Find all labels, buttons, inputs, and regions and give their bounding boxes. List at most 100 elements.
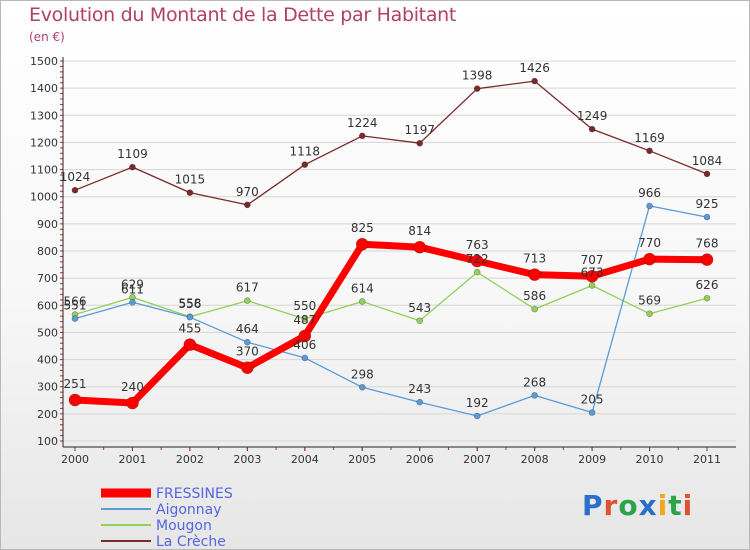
- series-line-la-cr-che: [74, 80, 708, 206]
- y-tick-label: 1100: [30, 164, 58, 177]
- data-label-la-cr-che: 1084: [692, 154, 723, 168]
- data-point-fressines: [585, 269, 599, 283]
- data-label-fressines: 455: [178, 322, 201, 336]
- y-tick-label: 1500: [30, 55, 58, 68]
- data-point-la-cr-che: [703, 170, 711, 178]
- y-tick-label: 400: [37, 354, 58, 367]
- x-tick-label: 2002: [176, 453, 204, 466]
- x-tick-label: 2000: [61, 453, 89, 466]
- legend-label-fressines: FRESSINES: [156, 486, 233, 502]
- data-point-aigonnay: [358, 383, 366, 391]
- legend-label-aigonnay: Aigonnay: [156, 502, 222, 518]
- data-label-aigonnay: 464: [236, 322, 259, 336]
- data-label-aigonnay: 611: [121, 282, 144, 296]
- data-label-la-cr-che: 1169: [634, 131, 665, 145]
- data-point-fressines: [68, 393, 82, 407]
- data-label-fressines: 707: [581, 253, 604, 267]
- x-tick-label: 2006: [406, 453, 434, 466]
- data-point-aigonnay: [186, 313, 194, 321]
- data-label-mougon: 558: [178, 297, 201, 311]
- chart-unit: (en €): [29, 30, 65, 44]
- data-label-la-cr-che: 1109: [117, 147, 148, 161]
- data-point-mougon: [473, 268, 481, 276]
- data-point-mougon: [301, 315, 309, 323]
- y-tick-label: 1400: [30, 82, 58, 95]
- data-label-la-cr-che: 1118: [290, 145, 321, 159]
- x-tick-label: 2009: [578, 453, 606, 466]
- y-tick-label: 900: [37, 218, 58, 231]
- data-point-fressines: [298, 329, 312, 343]
- data-point-fressines: [528, 268, 541, 281]
- brand-letter: i: [682, 489, 694, 522]
- y-tick-label: 200: [37, 408, 58, 421]
- brand-logo: Proxiti: [582, 489, 693, 522]
- data-point-mougon: [358, 298, 366, 305]
- y-tick-label: 600: [37, 299, 58, 312]
- y-tick-label: 1000: [30, 191, 58, 204]
- series-line-aigonnay: [74, 205, 708, 417]
- data-point-la-cr-che: [71, 186, 79, 194]
- data-label-aigonnay: 925: [696, 197, 719, 211]
- data-label-aigonnay: 192: [466, 396, 489, 410]
- x-tick-label: 2011: [693, 453, 721, 466]
- x-tick-label: 2010: [636, 453, 664, 466]
- data-point-fressines: [700, 253, 714, 266]
- data-label-la-cr-che: 1224: [347, 116, 378, 130]
- data-label-aigonnay: 406: [293, 338, 316, 352]
- data-label-mougon: 550: [293, 299, 316, 313]
- legend-label-mougon: Mougon: [156, 518, 212, 534]
- data-point-aigonnay: [588, 409, 596, 416]
- data-point-aigonnay: [244, 338, 251, 346]
- data-point-la-cr-che: [646, 147, 653, 155]
- data-point-aigonnay: [416, 398, 424, 406]
- data-point-la-cr-che: [588, 125, 596, 133]
- data-label-fressines: 768: [696, 237, 719, 251]
- x-tick-label: 2007: [463, 453, 491, 466]
- brand-letter: r: [603, 489, 619, 522]
- data-label-la-cr-che: 1024: [60, 170, 91, 184]
- data-point-la-cr-che: [473, 85, 481, 92]
- data-point-mougon: [416, 317, 424, 325]
- data-point-fressines: [643, 252, 656, 266]
- data-label-fressines: 763: [466, 238, 489, 252]
- data-label-fressines: 370: [236, 345, 259, 359]
- data-label-aigonnay: 556: [178, 297, 201, 311]
- data-point-fressines: [183, 338, 197, 351]
- data-label-mougon: 673: [581, 265, 604, 279]
- data-label-fressines: 240: [121, 380, 144, 394]
- data-label-mougon: 626: [696, 278, 719, 292]
- data-label-aigonnay: 551: [64, 299, 87, 313]
- data-label-la-cr-che: 1249: [577, 109, 608, 123]
- data-label-aigonnay: 966: [638, 186, 661, 200]
- data-point-la-cr-che: [186, 189, 194, 196]
- data-point-mougon: [244, 297, 251, 304]
- x-tick-label: 2001: [118, 453, 146, 466]
- brand-letter: P: [582, 489, 604, 522]
- data-label-fressines: 713: [523, 252, 546, 266]
- brand-letter: t: [668, 489, 683, 522]
- data-point-fressines: [126, 396, 139, 410]
- y-tick-label: 700: [37, 272, 58, 285]
- data-point-la-cr-che: [416, 139, 424, 147]
- data-label-fressines: 251: [64, 377, 87, 391]
- y-tick-label: 800: [37, 245, 58, 258]
- data-point-la-cr-che: [129, 163, 136, 171]
- data-label-mougon: 614: [351, 281, 374, 295]
- chart-title: Evolution du Montant de la Dette par Hab…: [29, 4, 457, 26]
- x-tick-label: 2004: [291, 453, 319, 466]
- brand-letter: o: [618, 489, 639, 522]
- data-label-fressines: 814: [408, 224, 431, 238]
- data-label-mougon: 543: [408, 301, 431, 315]
- x-tick-label: 2008: [521, 453, 549, 466]
- data-point-aigonnay: [473, 412, 481, 420]
- data-label-la-cr-che: 970: [236, 185, 259, 199]
- series-line-mougon: [74, 271, 708, 322]
- data-label-mougon: 566: [64, 295, 87, 309]
- data-point-aigonnay: [646, 202, 653, 210]
- data-point-la-cr-che: [301, 161, 309, 168]
- data-label-la-cr-che: 1426: [519, 61, 550, 75]
- data-point-fressines: [355, 237, 369, 251]
- y-tick-label: 300: [37, 381, 58, 394]
- data-point-fressines: [241, 361, 254, 375]
